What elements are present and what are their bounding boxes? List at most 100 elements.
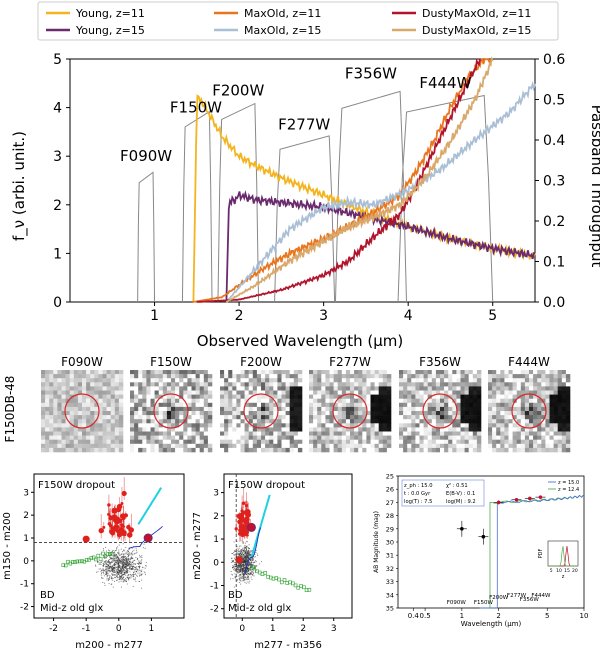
fit-ylabel: AB Magnitude (mag) — [373, 511, 380, 573]
fit-info-5: log(M) : 9.2 — [446, 499, 476, 505]
xtick-label: 2 — [300, 624, 306, 634]
cc2-ylabel: m200 - m277 — [192, 512, 203, 580]
cc2-frame — [223, 473, 353, 619]
sed-plot-frame — [69, 58, 536, 303]
legend: Young, z=11 MaxOld, z=11 DustyMaxOld, z=11… — [37, 1, 559, 41]
fit-xtick-label: 0.5 — [420, 612, 431, 620]
phot-point — [514, 497, 519, 502]
fit-ytick-label: 35 — [386, 605, 394, 613]
ytick-label: 4 — [53, 101, 62, 117]
stamp-aperture-F150W — [153, 393, 189, 429]
fit-model-z15 — [479, 494, 585, 609]
stamp-aperture-F444W — [511, 393, 547, 429]
fit-xtick-label: 0.4 — [408, 612, 420, 620]
fit-ytick-label: 27 — [386, 499, 394, 507]
fit-inset — [547, 540, 579, 567]
highlight-source — [246, 522, 256, 532]
legend-label-young11: Young, z=11 — [75, 7, 145, 20]
xtick-label: -1 — [82, 624, 91, 634]
fit-filter-F277W: F277W — [507, 593, 527, 599]
fit-filter-F444W: F444W — [531, 593, 551, 599]
fit-legend-label: z = 15.0 — [558, 480, 579, 486]
fit-filter-F090W: F090W — [447, 600, 467, 606]
sed-ylabel2: Passband Throughput — [588, 105, 600, 268]
xtick-label: 1 — [149, 624, 155, 634]
inset-xtick: 15 — [564, 568, 570, 574]
stamp-F090W — [41, 370, 124, 453]
cc1-ylabel: m150 - m200 — [2, 512, 13, 580]
fit-info-3: E(B-V) : 0.1 — [446, 491, 475, 497]
filter-label-F090W: F090W — [120, 147, 172, 165]
ytick-label: 3 — [213, 489, 219, 499]
model-tracks — [244, 494, 271, 574]
filter-label-F200W: F200W — [212, 81, 264, 99]
fit-ytick-label: 31 — [386, 552, 394, 560]
stamp-title-F277W: F277W — [329, 355, 371, 369]
inset-xtick: 5 — [550, 568, 553, 574]
passband-F277W — [274, 135, 336, 303]
ytick-label: 0 — [213, 558, 219, 568]
fit-ytick-label: 30 — [386, 539, 394, 547]
cc1-midz-label: Mid-z old glx — [40, 603, 103, 614]
ytick-label: -1 — [20, 580, 29, 590]
ytick-label: 1 — [23, 534, 29, 544]
ytick-label: 3 — [23, 488, 29, 498]
xtick-label: -2 — [49, 624, 58, 634]
passband-F150W — [181, 110, 213, 303]
f150w-dropouts — [82, 477, 153, 543]
ytick-label: 3 — [53, 149, 62, 165]
series-young15 — [225, 189, 536, 303]
stamp-F444W — [488, 370, 571, 453]
stamp-F150W — [130, 370, 213, 453]
stamp-aperture-F277W — [332, 393, 368, 429]
track-cyan — [137, 487, 163, 525]
fit-xtick-label: 2 — [496, 612, 500, 620]
phot-point — [460, 527, 464, 531]
fit-filter-F150W: F150W — [474, 600, 494, 606]
legend-label-dusty15: DustyMaxOld, z=15 — [422, 24, 531, 37]
series-dusty11 — [196, 58, 481, 303]
brown-dwarfs — [61, 551, 115, 568]
phot-point — [481, 534, 486, 539]
xtick-label: 3 — [319, 308, 328, 324]
passband-F444W — [397, 94, 494, 303]
track-blue — [128, 525, 163, 549]
ytick2-label: 0.1 — [543, 255, 565, 271]
fit-info-0: z_ph : 15.0 — [404, 483, 433, 489]
ytick-label: -2 — [20, 603, 29, 613]
ytick-label: 5 — [53, 52, 62, 68]
filter-label-F356W: F356W — [345, 64, 397, 82]
ytick-label: 1 — [213, 535, 219, 545]
fit-xlabel: Wavelength (μm) — [461, 620, 522, 628]
legend-label-maxold11: MaxOld, z=11 — [244, 7, 321, 20]
fit-xtick-label: 5 — [545, 612, 549, 620]
cc2-xlabel: m277 - m356 — [254, 640, 322, 651]
stamp-title-F444W: F444W — [508, 355, 550, 369]
series-maxold15 — [225, 80, 536, 303]
cc1-bd-label: BD — [40, 590, 55, 601]
color-color-plot-2: 0 1 2 3 -2 -1 0 1 2 3 F150W dropout BD Mid-z old … — [192, 473, 353, 651]
series-dusty15 — [225, 56, 494, 303]
fit-ytick-label: 26 — [386, 486, 394, 494]
legend-label-dusty11: DustyMaxOld, z=11 — [422, 7, 531, 20]
fit-filter-F200W: F200W — [489, 595, 509, 601]
fit-info-2: t : 0.0 Gyr — [404, 491, 431, 497]
track-blue — [244, 527, 262, 574]
fit-ytick-label: 34 — [386, 591, 394, 599]
cc2-midz-label: Mid-z old glx — [228, 603, 291, 614]
fit-legend-label: z = 12.4 — [558, 487, 579, 493]
ytick-label: 2 — [23, 511, 29, 521]
stamp-title-F090W: F090W — [61, 355, 103, 369]
stamp-F277W — [309, 370, 392, 453]
stamp-aperture-F090W — [64, 393, 100, 429]
model-tracks — [128, 487, 163, 549]
inset-pdf-z12 — [548, 546, 578, 567]
fit-xtick-label: 1 — [460, 612, 464, 620]
fit-xtick-label: 10 — [580, 612, 589, 620]
xtick-label: 4 — [404, 308, 413, 324]
cc1-xlabel: m200 - m277 — [75, 640, 143, 651]
ytick2-label: 0.3 — [543, 174, 565, 190]
